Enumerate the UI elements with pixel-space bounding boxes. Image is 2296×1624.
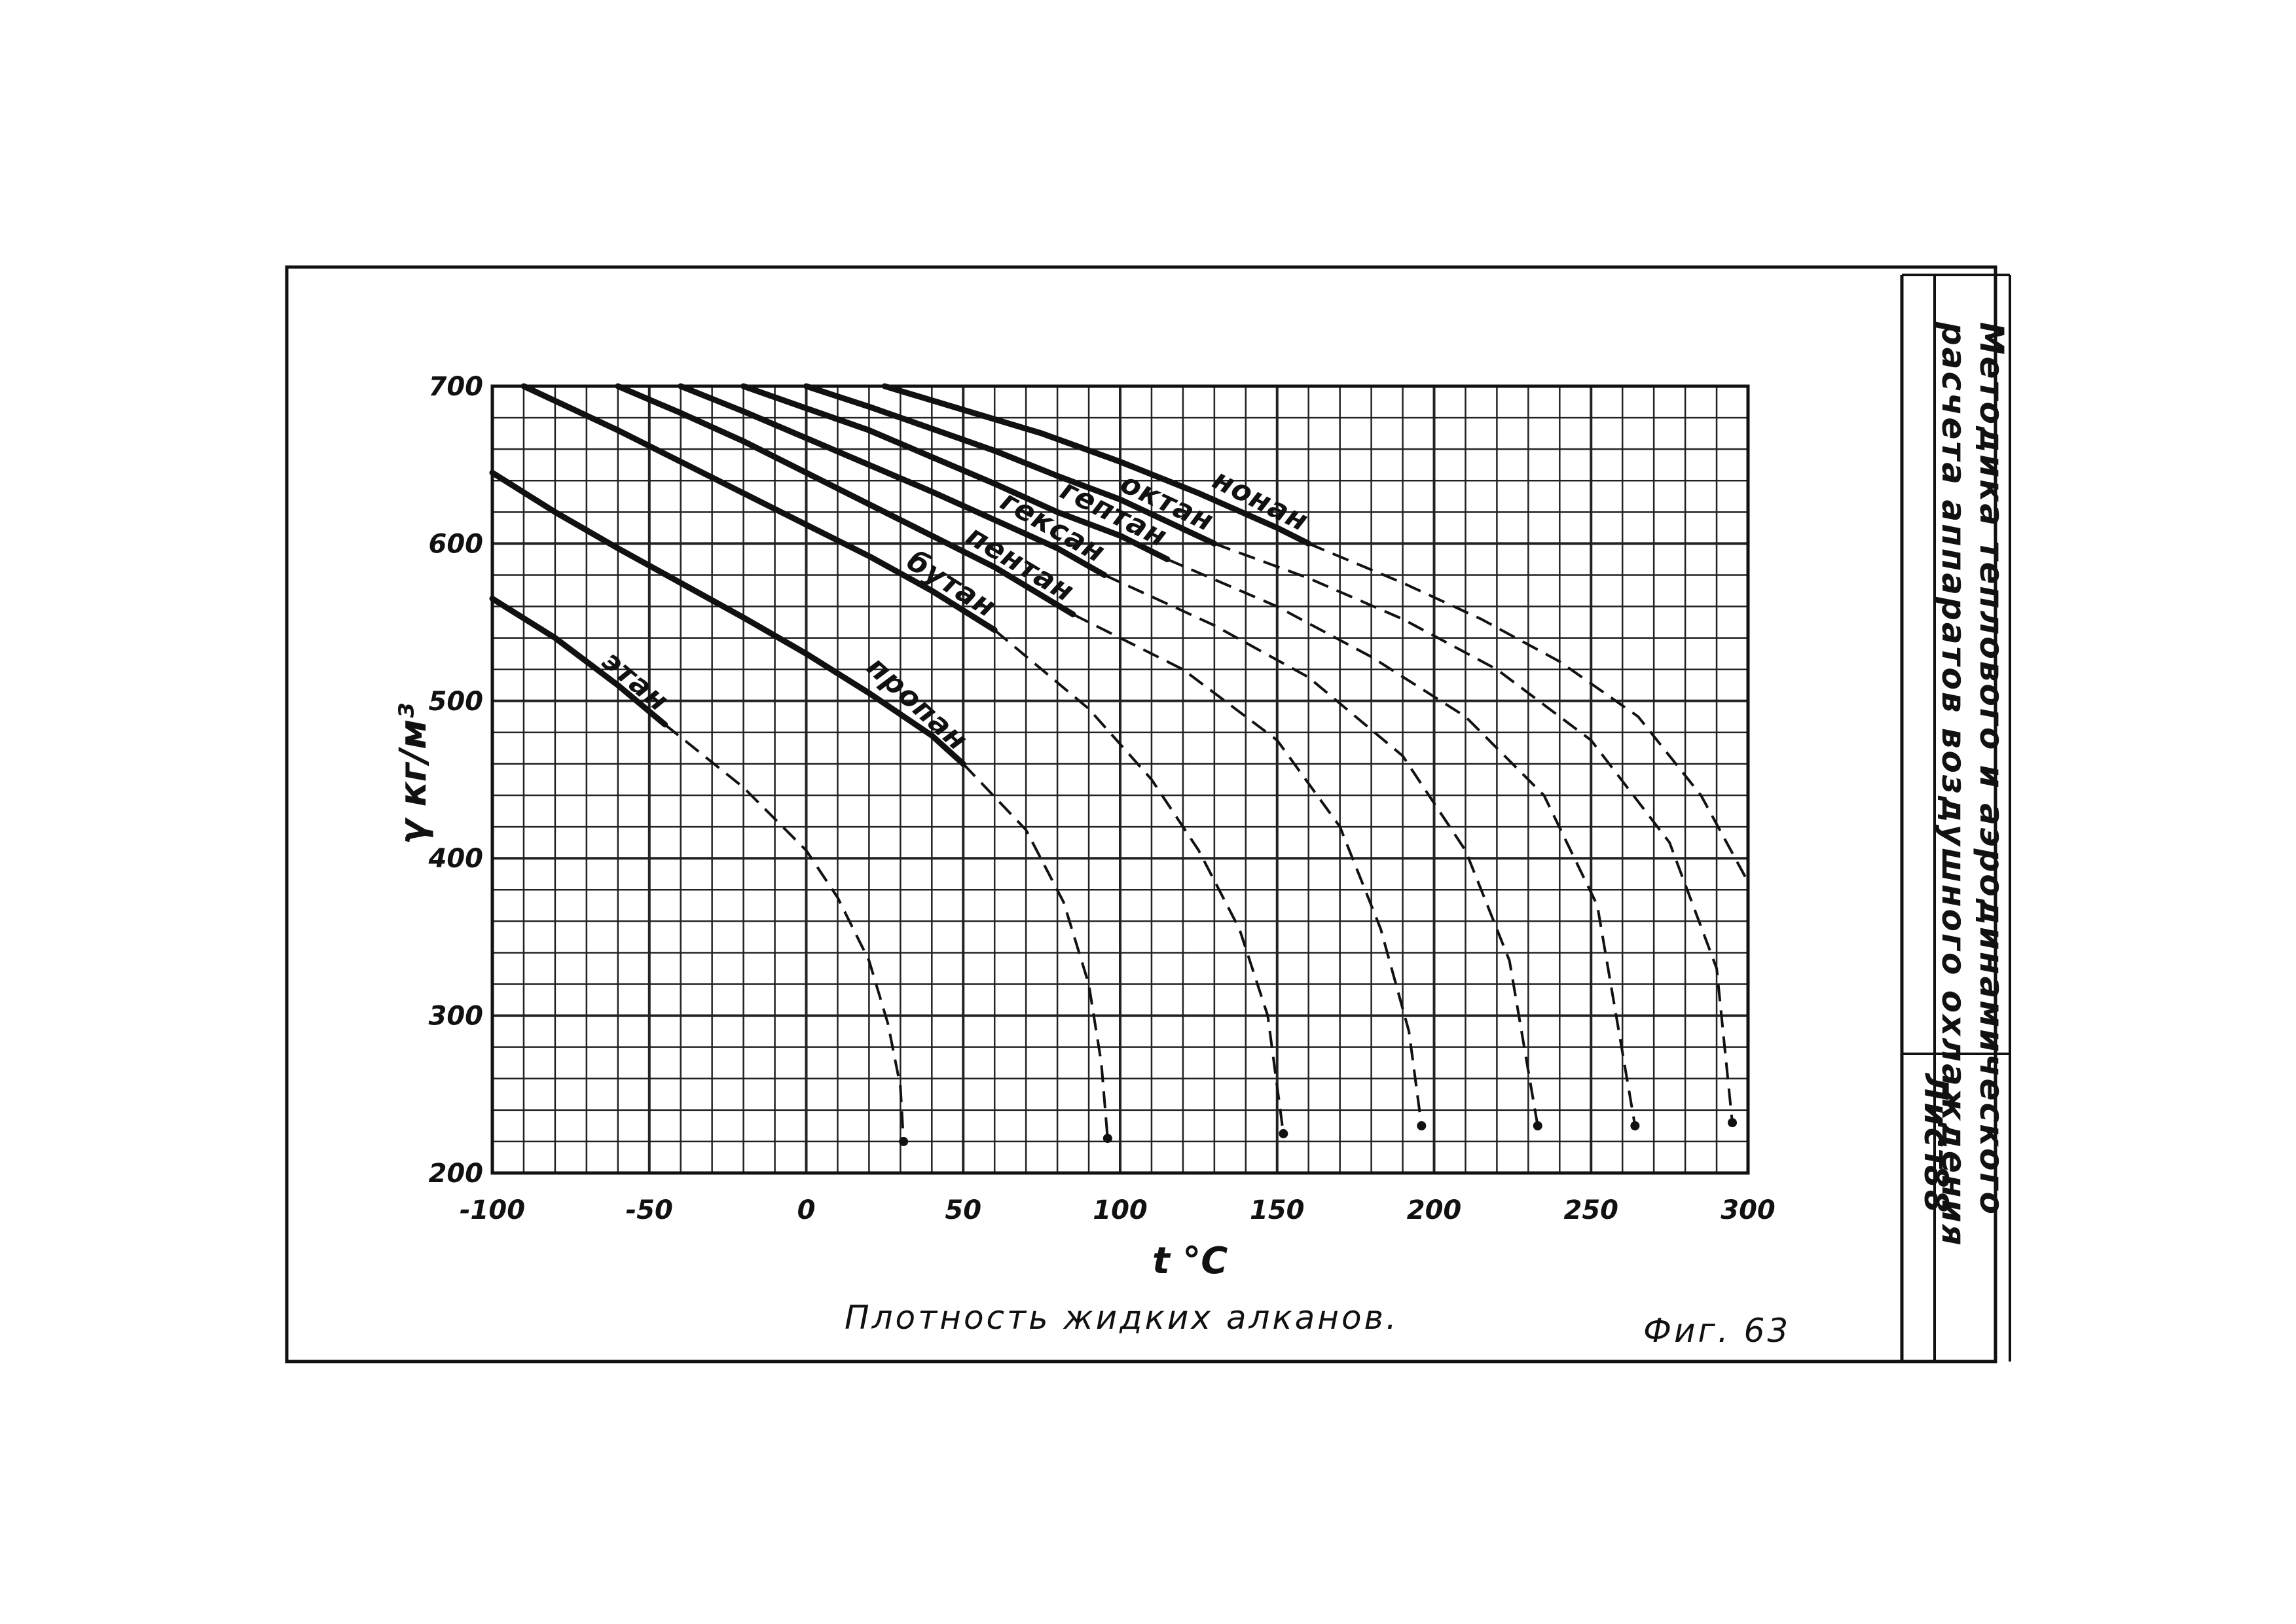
- series-line-solid: [740, 383, 1171, 562]
- side-title-line1: Методика теплового и аэродинамического: [1973, 322, 2011, 1216]
- series-line-dashed: [1307, 542, 1749, 883]
- critical-point-marker: [1102, 1134, 1112, 1144]
- y-tick-label: 700: [429, 372, 484, 402]
- x-tick-label: 50: [945, 1195, 981, 1225]
- side-title-line2: расчета аппаратов воздушного охлаждения: [1935, 321, 1973, 1248]
- x-tick-labels: -100 -50 0 50 100 150 200 250 300: [460, 1195, 1776, 1225]
- y-tick-label: 500: [429, 687, 484, 717]
- critical-point-marker: [1630, 1121, 1640, 1130]
- series-line-dashed: [1214, 542, 1734, 1123]
- critical-point-marker: [1417, 1121, 1427, 1130]
- critical-point-marker: [1728, 1118, 1738, 1128]
- series-line-solid: [678, 383, 1108, 578]
- chart-grid: [492, 386, 1748, 1173]
- y-tick-labels: 200 300 400 500 600 700: [428, 372, 484, 1189]
- series-line-dashed: [664, 723, 905, 1142]
- critical-point-marker: [1279, 1128, 1288, 1138]
- series-line-solid: [803, 383, 1218, 547]
- sheet-number: 88: [1917, 1165, 1955, 1215]
- series-line-dashed: [1104, 573, 1539, 1127]
- series-line-dashed: [1072, 613, 1423, 1127]
- figure-number: Фиг. 63: [1643, 1312, 1791, 1350]
- x-tick-label: 200: [1407, 1195, 1462, 1225]
- sheet-number-block: Лист 88: [1917, 1072, 1955, 1215]
- y-tick-label: 600: [429, 529, 484, 559]
- y-tick-label: 400: [428, 844, 484, 874]
- x-tick-label: 250: [1564, 1195, 1619, 1225]
- y-axis-label: γ кг/м³: [392, 703, 435, 844]
- plot-area-border: [490, 384, 1750, 1175]
- sheet-frame: [285, 265, 1997, 1363]
- x-tick-label: -50: [626, 1195, 673, 1225]
- series-line-dashed: [1167, 558, 1637, 1127]
- x-axis-label: t °C: [1152, 1240, 1228, 1282]
- y-axis-label-group: γ кг/м³: [392, 703, 435, 844]
- series-line-solid: [881, 383, 1312, 547]
- x-tick-label: -100: [460, 1195, 525, 1225]
- critical-point-marker: [1533, 1121, 1542, 1130]
- density-chart: -100 -50 0 50 100 150 200 250 300 200 300 400 500 60…: [428, 372, 1776, 1225]
- sheet-label: Лист: [1917, 1072, 1955, 1170]
- series-line-solid: [489, 596, 668, 728]
- y-tick-label: 300: [429, 1001, 484, 1032]
- y-tick-label: 200: [429, 1159, 484, 1189]
- x-tick-label: 100: [1093, 1195, 1148, 1225]
- x-tick-label: 0: [797, 1195, 816, 1225]
- series-line-solid: [615, 383, 1076, 618]
- x-tick-label: 150: [1250, 1195, 1305, 1225]
- critical-point-marker: [899, 1136, 909, 1146]
- series-label: нонан: [1207, 463, 1313, 539]
- x-tick-label: 300: [1721, 1195, 1776, 1225]
- side-title-block: Методика теплового и аэродинамического р…: [1935, 321, 2011, 1248]
- series-line-solid: [489, 469, 966, 767]
- chart-caption: Плотность жидких алканов.: [845, 1299, 1399, 1337]
- series-line-dashed: [962, 763, 1109, 1139]
- series-line-dashed: [993, 629, 1285, 1134]
- series-line-solid: [520, 383, 998, 634]
- series-label: пропан: [860, 650, 974, 757]
